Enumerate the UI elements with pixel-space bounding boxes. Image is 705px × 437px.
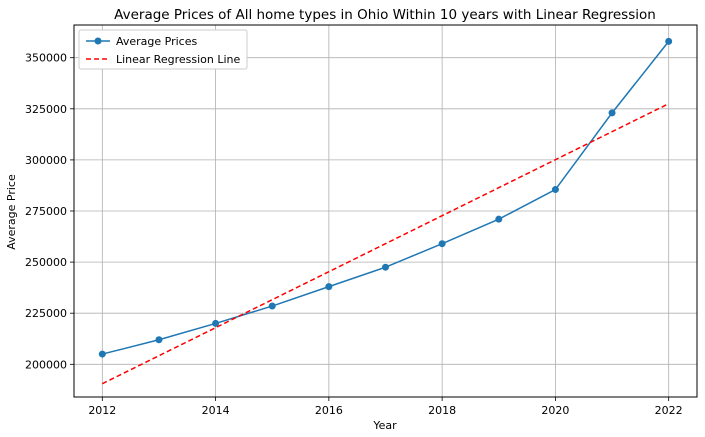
data-point [665, 38, 672, 45]
regression-line [102, 104, 668, 384]
x-tick-label: 2016 [315, 404, 343, 417]
legend: Average Prices Linear Regression Line [79, 30, 247, 69]
data-point [99, 351, 106, 358]
y-axis-label: Average Price [5, 174, 18, 250]
ticks: 2012 2014 2016 2018 2020 2022 200000 225000 2500… [25, 52, 683, 417]
legend-label-average-prices: Average Prices [116, 35, 198, 48]
average-prices-line [102, 41, 668, 354]
data-point [552, 186, 559, 193]
data-point [325, 283, 332, 290]
data-point [269, 303, 276, 310]
legend-label-regression: Linear Regression Line [116, 53, 241, 66]
data-point [382, 264, 389, 271]
y-tick-label: 250000 [25, 256, 67, 269]
x-axis-label: Year [372, 419, 397, 432]
x-tick-label: 2020 [541, 404, 569, 417]
x-tick-label: 2012 [88, 404, 116, 417]
y-tick-label: 325000 [25, 103, 67, 116]
y-tick-label: 350000 [25, 52, 67, 65]
x-tick-label: 2014 [202, 404, 230, 417]
y-tick-label: 300000 [25, 154, 67, 167]
legend-marker-average-prices [95, 38, 102, 45]
chart-title: Average Prices of All home types in Ohio… [114, 7, 656, 23]
data-point [495, 216, 502, 223]
data-point [609, 109, 616, 116]
data-point [155, 336, 162, 343]
grid [74, 25, 697, 397]
y-tick-label: 275000 [25, 205, 67, 218]
y-tick-label: 225000 [25, 307, 67, 320]
y-tick-label: 200000 [25, 358, 67, 371]
x-tick-label: 2018 [428, 404, 456, 417]
x-tick-label: 2022 [655, 404, 683, 417]
data-point [439, 240, 446, 247]
